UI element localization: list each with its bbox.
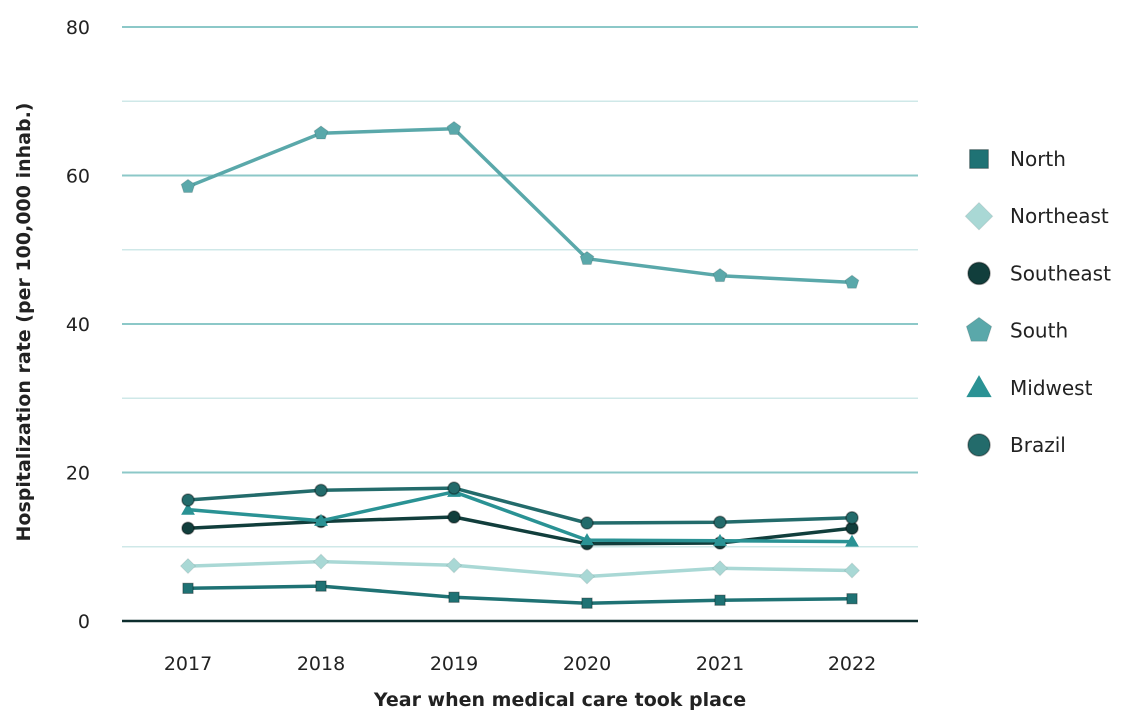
y-tick-label: 60 <box>66 166 90 188</box>
data-point-northeast <box>843 562 861 579</box>
x-axis-title: Year when medical care took place <box>373 689 746 711</box>
data-point-north <box>448 591 460 603</box>
series-line-midwest <box>187 490 853 544</box>
data-point-midwest <box>713 533 727 546</box>
data-point-northeast <box>578 568 596 585</box>
data-point-northeast <box>312 553 330 570</box>
legend-label: North <box>1010 147 1066 171</box>
series-line-south <box>187 126 853 285</box>
data-point-brazil <box>447 481 461 495</box>
x-tick-label: 2020 <box>563 653 611 675</box>
x-tick-label: 2019 <box>430 653 478 675</box>
y-tick-label: 80 <box>66 17 90 39</box>
data-point-northeast <box>445 557 463 574</box>
legend-label: Northeast <box>1010 204 1109 228</box>
legend-item-north: North <box>969 147 1066 171</box>
legend-marker-brazil <box>967 433 991 457</box>
data-point-brazil <box>314 483 328 498</box>
series-northeast <box>179 553 861 585</box>
series-south <box>180 120 860 289</box>
legend-label: Midwest <box>1010 376 1093 400</box>
series-midwest <box>181 484 859 547</box>
data-point-midwest <box>845 534 859 547</box>
series-north <box>182 580 858 609</box>
legend-marker-southeast <box>967 261 991 286</box>
legend-marker-south <box>965 316 993 342</box>
series-brazil <box>181 481 859 530</box>
data-point-brazil <box>845 511 859 525</box>
data-point-midwest <box>181 502 195 515</box>
y-tick-label: 20 <box>66 463 90 485</box>
gridlines <box>122 26 918 548</box>
data-point-brazil <box>181 493 195 507</box>
y-tick-label: 40 <box>66 314 90 336</box>
x-tick-label: 2018 <box>297 653 345 675</box>
data-point-south <box>180 178 196 193</box>
legend-marker-midwest <box>966 375 992 398</box>
y-axis-title: Hospitalization rate (per 100,000 inhab.… <box>13 103 35 542</box>
y-tick-label: 0 <box>78 611 90 633</box>
series-line-brazil <box>187 486 853 525</box>
legend-item-southeast: Southeast <box>967 261 1111 286</box>
data-point-southeast <box>447 510 461 524</box>
data-point-south <box>844 274 860 289</box>
data-point-north <box>315 580 327 592</box>
legend: North Northeast Southeast South Midwest Brazi… <box>964 147 1111 457</box>
data-point-south <box>712 267 728 283</box>
data-point-north <box>182 582 194 594</box>
legend-marker-north <box>969 149 989 169</box>
series-group <box>179 120 861 609</box>
data-point-south <box>579 250 595 265</box>
data-point-midwest <box>314 513 328 526</box>
data-point-northeast <box>179 557 197 575</box>
series-line-north <box>187 584 853 605</box>
data-point-northeast <box>711 560 729 577</box>
legend-label: Southeast <box>1010 261 1111 285</box>
x-tick-label: 2021 <box>696 653 744 675</box>
data-point-midwest <box>580 533 594 546</box>
data-point-north <box>714 594 726 606</box>
x-tick-label: 2022 <box>828 653 876 675</box>
legend-item-south: South <box>965 316 1068 343</box>
data-point-brazil <box>713 515 727 529</box>
legend-marker-northeast <box>964 201 994 231</box>
legend-item-brazil: Brazil <box>967 433 1066 457</box>
data-point-south <box>446 120 462 135</box>
legend-item-northeast: Northeast <box>964 201 1109 231</box>
legend-label: Brazil <box>1010 433 1066 457</box>
data-point-north <box>846 593 858 605</box>
data-point-brazil <box>580 516 594 530</box>
data-point-north <box>581 597 593 609</box>
data-point-south <box>313 125 329 140</box>
x-tick-label: 2017 <box>164 653 212 675</box>
data-point-southeast <box>181 521 195 535</box>
series-line-northeast <box>187 559 853 579</box>
axes: 0 20 40 60 80 2017 2018 2019 2020 2021 2022 <box>66 17 918 675</box>
legend-label: South <box>1010 319 1068 343</box>
legend-item-midwest: Midwest <box>966 375 1093 400</box>
